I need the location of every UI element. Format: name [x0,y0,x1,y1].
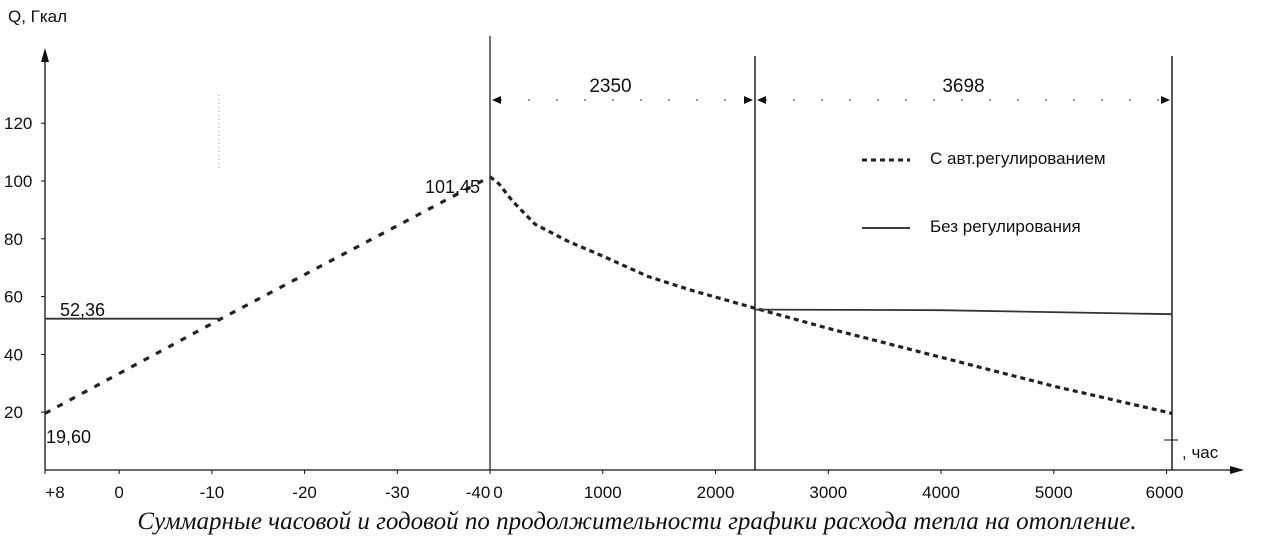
x-tick-label-left: -30 [385,483,410,502]
span-arrow-right [743,96,753,104]
x-tick-label-right: 3000 [809,483,847,502]
x-tick-label-right: 1000 [584,483,622,502]
x-tick-label-left: +8 [45,483,64,502]
span-label: 3698 [942,76,984,97]
y-tick-label: 60 [4,288,23,307]
y-tick-label: 80 [4,230,23,249]
x-tick-label-right: 5000 [1035,483,1073,502]
y-tick-label: 120 [4,114,32,133]
y-axis-label: Q, Гкал [8,7,67,26]
y-tick-label: 40 [4,345,23,364]
span-markers: 2350 3698 [492,76,1170,104]
annotation-label: 52,36 [60,300,105,320]
legend: С авт.регулированием Без регулирования [862,149,1106,236]
x-tick-label-left: -10 [200,483,225,502]
x-tick-label-right: 6000 [1146,483,1184,502]
y-axis-arrow [41,48,49,62]
span-arrow-right [1161,96,1170,104]
y-tick-label: 20 [4,403,23,422]
x-tick-label-right: 0 [493,483,502,502]
x-axis-arrow [1230,466,1244,474]
y-tick-label: 100 [4,172,32,191]
x-tick-label-left: 0 [114,483,123,502]
x-tick-label-left: -40 [466,483,491,502]
series-lines [44,175,1173,415]
annotation-label: 101,45 [425,177,480,197]
chart-labels: 52,36 101,45 19,60 [46,177,480,447]
span-arrow-left [756,96,766,104]
auto-regulation-line-left [44,175,491,415]
no-regulation-line-right [754,308,1173,316]
legend-label: С авт.регулированием [930,149,1106,168]
x-tick-label-right: 4000 [922,483,960,502]
figure-caption: Суммарные часовой и годовой по продолжит… [137,508,1137,535]
legend-label: Без регулирования [930,217,1081,236]
auto-regulation-line-right [489,175,1173,415]
x-axis-label: , час [1182,443,1219,462]
annotation-label: 19,60 [46,427,91,447]
span-label: 2350 [589,76,631,97]
x-tick-label-left: -20 [292,483,317,502]
x-tick-label-right: 2000 [697,483,735,502]
span-arrow-left [492,96,501,104]
